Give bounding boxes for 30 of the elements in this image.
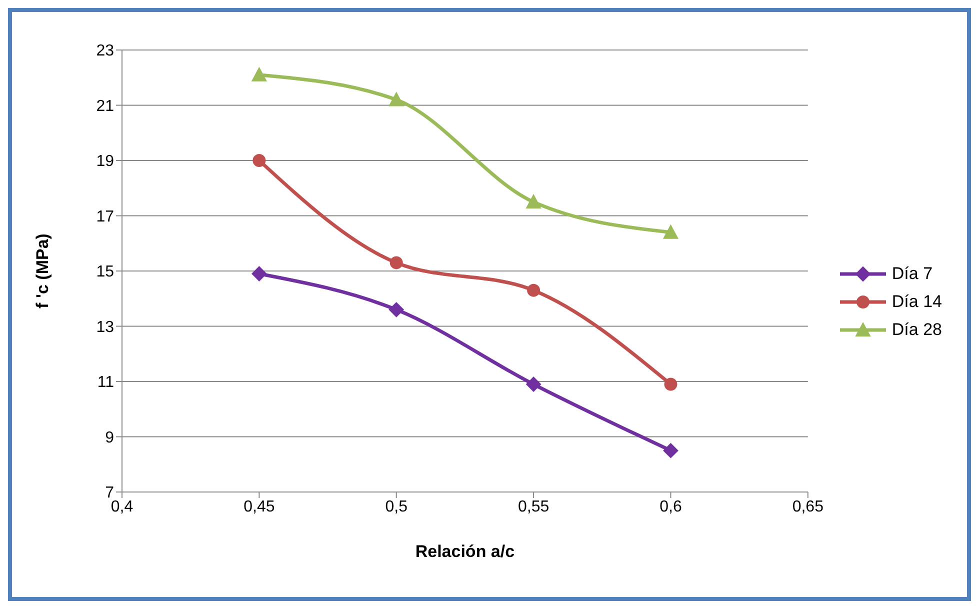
- point: [663, 224, 678, 239]
- x-axis-title: Relación a/c: [415, 542, 515, 561]
- y-tick-label: 9: [105, 429, 114, 446]
- point: [664, 378, 678, 391]
- x-tick-label: 0,65: [792, 498, 824, 516]
- point: [252, 266, 267, 282]
- point: [388, 302, 404, 318]
- y-tick-label: 11: [97, 374, 114, 392]
- y-tick-label: 23: [96, 42, 114, 60]
- x-tick-label: 0,55: [518, 498, 550, 516]
- legend-label: Día 14: [892, 292, 942, 312]
- x-tick-label: 0,5: [385, 498, 408, 516]
- y-tick-label: 21: [96, 98, 114, 115]
- legend-label: Día 7: [892, 264, 933, 284]
- y-axis-title: f 'c (MPa): [33, 234, 52, 308]
- point: [526, 194, 542, 208]
- y-tick-label: 13: [96, 318, 114, 336]
- x-tick-label: 0,45: [244, 498, 275, 516]
- point: [388, 92, 404, 106]
- point: [252, 67, 267, 82]
- legend-label: Día 28: [892, 320, 942, 340]
- y-tick-label: 19: [96, 153, 114, 170]
- point: [390, 256, 403, 270]
- point: [252, 154, 266, 167]
- x-tick-label: 0,6: [660, 498, 682, 516]
- point: [663, 443, 678, 458]
- y-tick-label: 17: [96, 208, 114, 226]
- point: [527, 284, 540, 297]
- y-tick-label: 15: [96, 264, 114, 281]
- point: [526, 376, 542, 392]
